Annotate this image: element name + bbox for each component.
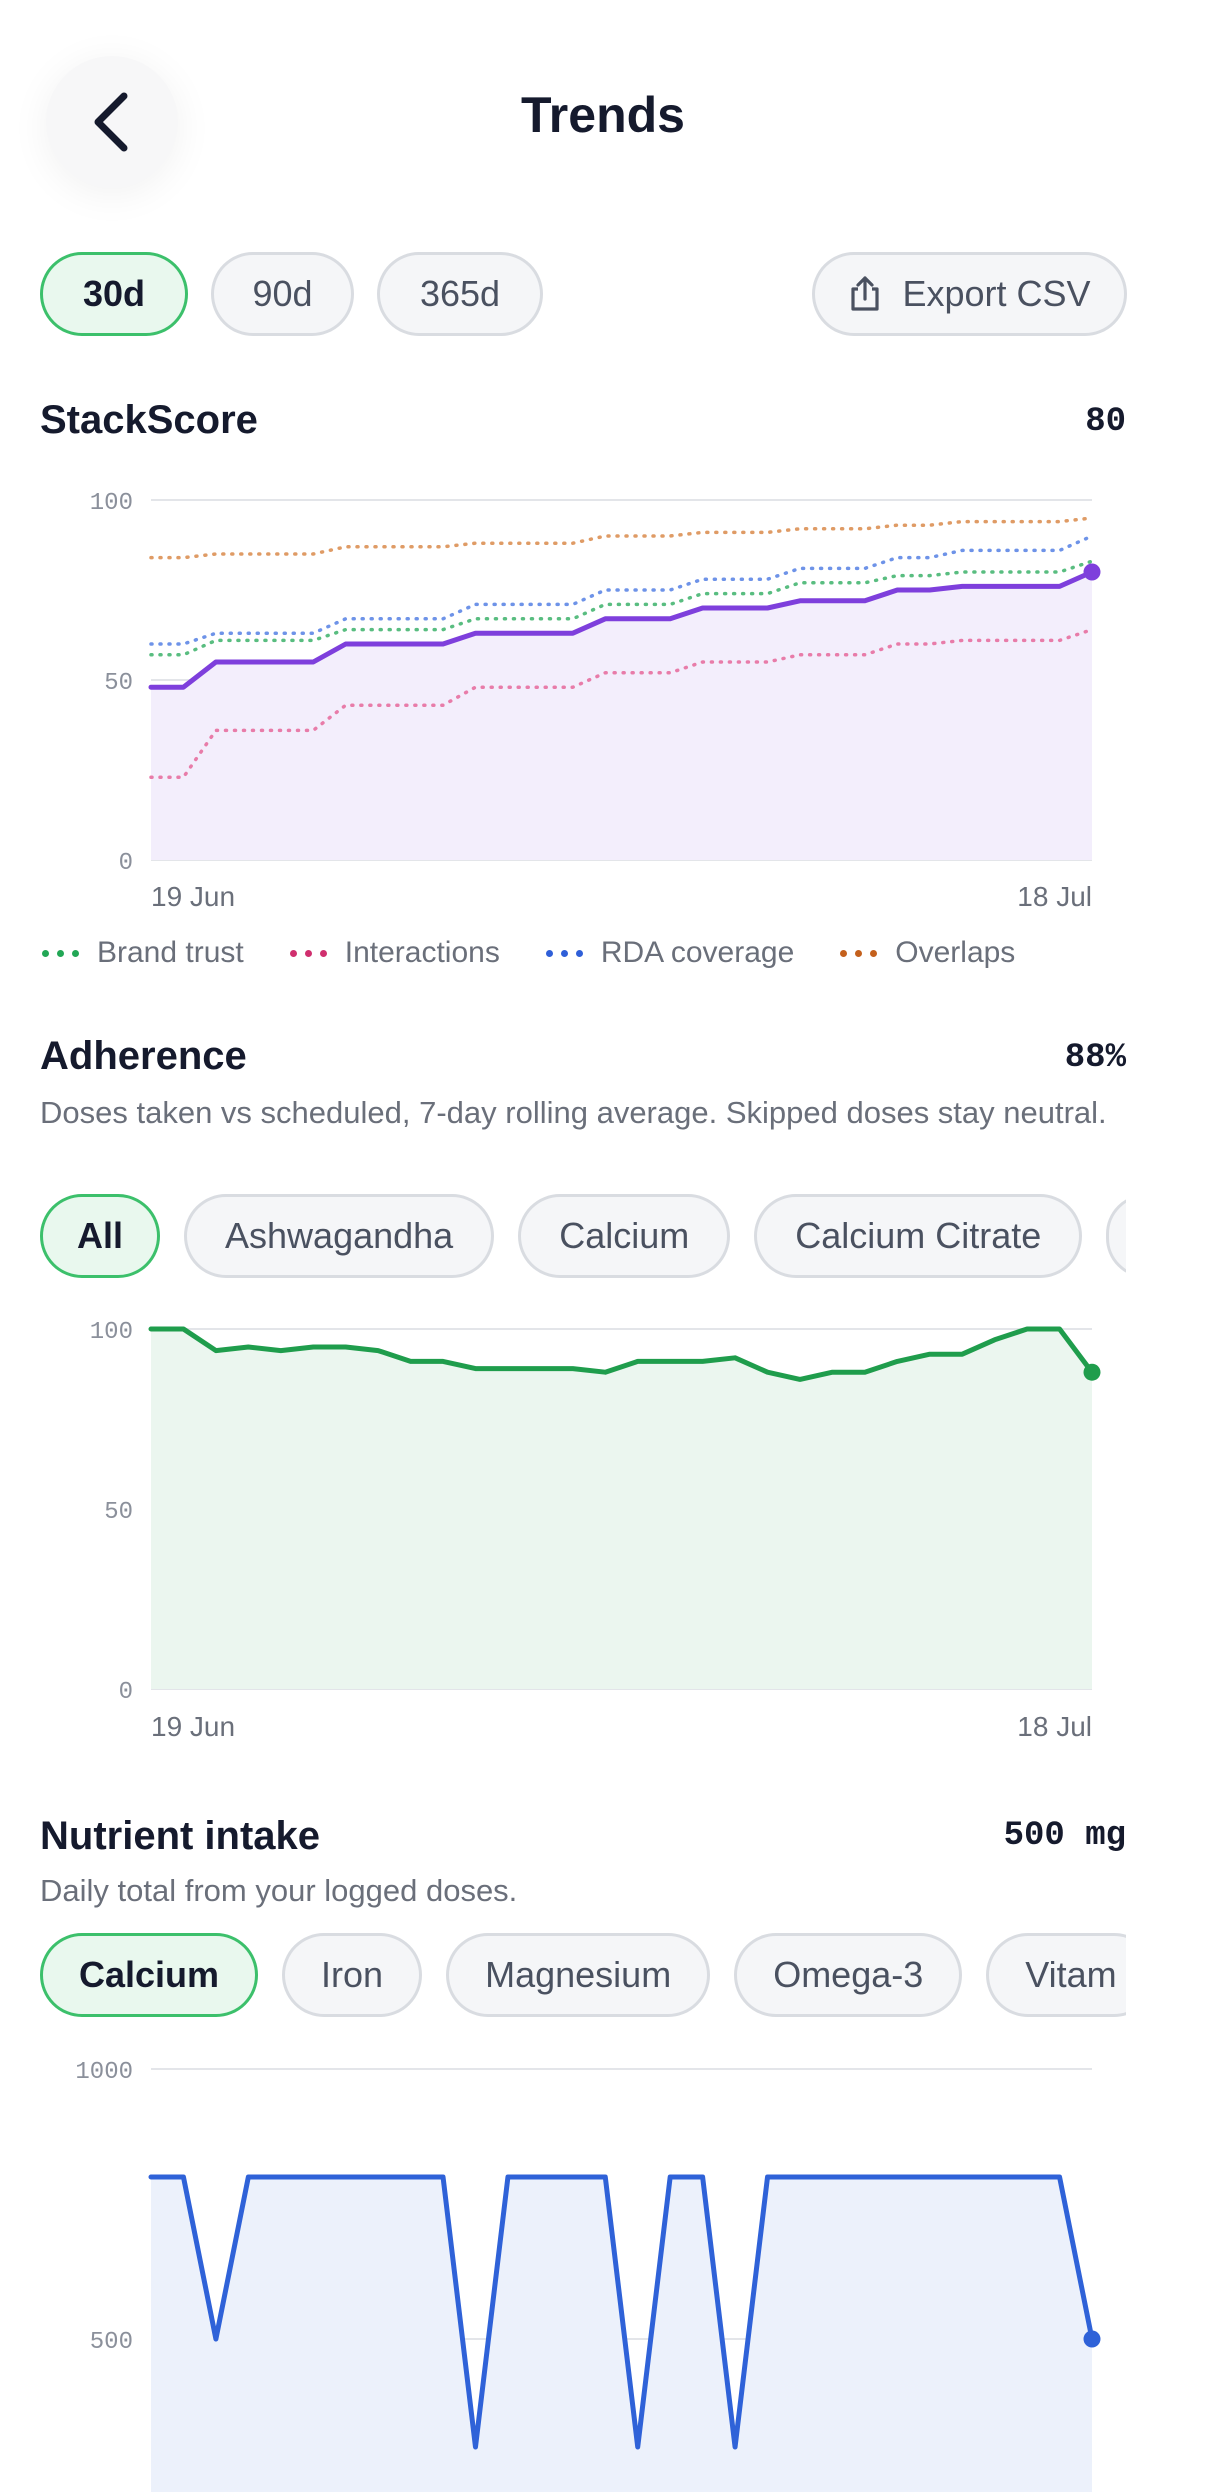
- stackscore-value: 80: [1085, 403, 1126, 441]
- legend-item-interactions: Interactions: [289, 936, 500, 970]
- adherence-filter-row: All Ashwagandha Calcium Calcium Citrate: [40, 1194, 1126, 1278]
- x-tick-label: 19 Jun: [151, 881, 235, 912]
- legend-swatch-rda-coverage: [545, 949, 583, 957]
- adherence-chart: 0 50 100 19 Jun 18 Jul: [90, 1319, 1101, 1742]
- series-end-point: [1083, 1363, 1101, 1381]
- series-line-stackscore: [148, 569, 1095, 690]
- range-90d-chip[interactable]: 90d: [211, 252, 354, 336]
- nutrient-filter-row: Calcium Iron Magnesium Omega-3 Vitam: [40, 1933, 1126, 2017]
- y-tick-label: 50: [104, 1499, 133, 1526]
- series-end-point: [1083, 563, 1101, 581]
- filter-chip-calcium-citrate[interactable]: Calcium Citrate: [754, 1194, 1083, 1278]
- legend-item-overlaps: Overlaps: [840, 936, 1015, 970]
- x-tick-label: 18 Jul: [1017, 1711, 1092, 1742]
- range-30d-chip[interactable]: 30d: [40, 252, 188, 336]
- legend-label: Overlaps: [895, 936, 1016, 969]
- y-tick-label: 100: [90, 490, 133, 517]
- series-line-overlaps: [149, 516, 1094, 560]
- nutrient-chip-vitamin[interactable]: Vitam: [986, 1933, 1126, 2017]
- filter-chip-ashwagandha[interactable]: Ashwagandha: [184, 1194, 495, 1278]
- nutrient-chip-omega-3[interactable]: Omega-3: [734, 1933, 963, 2017]
- filter-chip-more[interactable]: [1106, 1194, 1126, 1278]
- adherence-description: Doses taken vs scheduled, 7-day rolling …: [40, 1095, 1107, 1130]
- chevron-left-icon: [94, 92, 128, 152]
- nutrient-description: Daily total from your logged doses.: [40, 1873, 518, 1908]
- adherence-value: 88%: [1064, 1039, 1126, 1077]
- area-fill: [151, 572, 1092, 860]
- nutrient-chart: 500 1000: [75, 2059, 1101, 2492]
- legend-label: Interactions: [344, 936, 500, 969]
- filter-chip-calcium[interactable]: Calcium: [518, 1194, 731, 1278]
- y-tick-label: 100: [90, 1319, 133, 1346]
- area-fill: [151, 1329, 1092, 1689]
- series-line-adherence: [148, 1326, 1095, 1382]
- nutrient-chip-magnesium[interactable]: Magnesium: [446, 1933, 711, 2017]
- area-fill: [151, 2177, 1092, 2492]
- filter-chip-all[interactable]: All: [40, 1194, 161, 1278]
- legend-swatch-overlaps: [840, 949, 878, 957]
- nutrient-chip-iron[interactable]: Iron: [282, 1933, 423, 2017]
- x-tick-label: 19 Jun: [151, 1711, 235, 1742]
- share-icon: [851, 276, 880, 311]
- y-tick-label: 1000: [75, 2059, 133, 2086]
- legend-label: RDA coverage: [600, 936, 795, 969]
- stackscore-legend: Brand trust Interactions RDA coverage Ov…: [42, 936, 1015, 970]
- y-tick-label: 500: [90, 2329, 133, 2356]
- legend-label: Brand trust: [97, 936, 244, 969]
- range-365d-chip[interactable]: 365d: [377, 252, 543, 336]
- series-end-point: [1083, 2330, 1101, 2348]
- y-tick-label: 0: [119, 850, 133, 877]
- y-tick-label: 0: [119, 1679, 133, 1706]
- x-tick-label: 18 Jul: [1017, 881, 1092, 912]
- series-line-interactions: [149, 627, 1094, 779]
- stackscore-title: StackScore: [40, 398, 258, 442]
- legend-item-rda-coverage: RDA coverage: [545, 936, 795, 970]
- export-csv-button[interactable]: Export CSV: [812, 252, 1127, 336]
- nutrient-title: Nutrient intake: [40, 1814, 321, 1858]
- legend-swatch-brand-trust: [42, 949, 79, 957]
- series-line-calcium: [148, 2174, 1095, 2450]
- nutrient-chip-calcium[interactable]: Calcium: [40, 1933, 259, 2017]
- page-title: Trends: [521, 87, 685, 143]
- adherence-title: Adherence: [40, 1034, 247, 1078]
- legend-swatch-interactions: [289, 949, 327, 957]
- nutrient-value: 500 mg: [1003, 1817, 1126, 1855]
- series-line-rda-coverage: [149, 534, 1094, 646]
- stackscore-chart: 0 50 100 19 Jun 18 Jul: [90, 490, 1101, 912]
- export-csv-label: Export CSV: [902, 273, 1091, 314]
- y-tick-label: 50: [104, 670, 133, 697]
- legend-item-brand-trust: Brand trust: [42, 936, 244, 970]
- back-button[interactable]: [46, 56, 178, 188]
